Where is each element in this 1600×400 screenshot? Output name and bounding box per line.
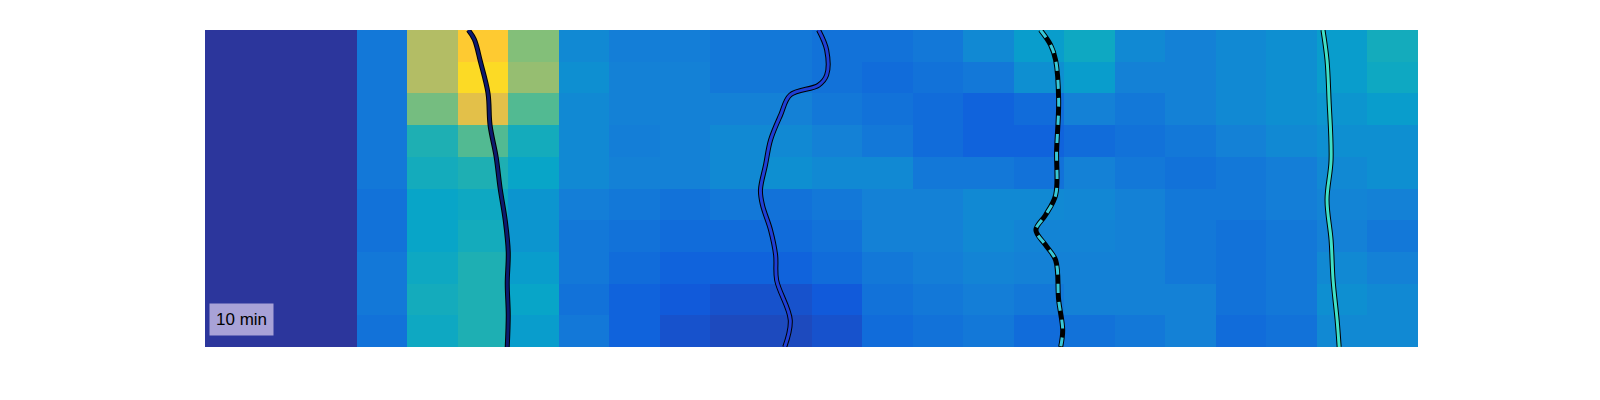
svg-text:10 min: 10 min	[216, 310, 267, 329]
